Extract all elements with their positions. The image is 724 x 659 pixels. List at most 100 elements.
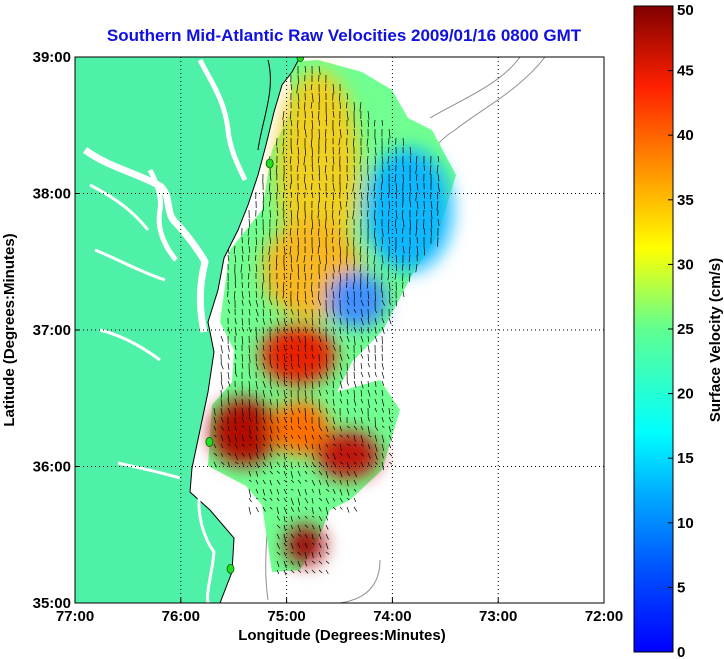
velocity-arrow — [360, 335, 364, 343]
velocity-arrow — [311, 542, 315, 545]
velocity-arrow — [227, 380, 231, 387]
velocity-arrow — [423, 164, 425, 171]
velocity-arrow — [311, 497, 314, 504]
velocity-arrow — [388, 254, 390, 262]
velocity-arrow — [318, 407, 322, 414]
velocity-arrow — [311, 452, 315, 461]
velocity-arrow — [394, 218, 397, 228]
velocity-arrow — [325, 245, 328, 255]
velocity-arrow — [234, 254, 237, 263]
velocity-arrow — [248, 263, 251, 272]
velocity-arrow — [395, 209, 398, 219]
velocity-arrow — [353, 281, 355, 290]
velocity-arrow — [318, 524, 322, 532]
velocity-arrow — [318, 119, 320, 126]
velocity-arrow — [268, 245, 271, 255]
velocity-arrow — [304, 317, 308, 324]
velocity-arrow — [283, 488, 287, 495]
velocity-arrow — [213, 461, 217, 468]
velocity-arrow — [332, 182, 335, 192]
velocity-arrow — [290, 353, 293, 362]
velocity-arrow — [423, 191, 425, 199]
velocity-arrow — [269, 380, 272, 390]
velocity-arrow — [304, 470, 308, 475]
velocity-arrow — [276, 425, 280, 433]
velocity-arrow — [381, 380, 385, 386]
velocity-arrow — [283, 335, 286, 341]
velocity-arrow — [402, 281, 404, 289]
velocity-arrow — [353, 101, 356, 111]
velocity-arrow — [346, 308, 350, 315]
velocity-arrow — [255, 236, 258, 245]
velocity-arrow — [339, 506, 343, 510]
velocity-arrow — [227, 434, 231, 443]
velocity-arrow — [283, 542, 287, 546]
velocity-arrow — [297, 524, 301, 532]
velocity-arrow — [367, 110, 370, 120]
velocity-arrow — [227, 443, 231, 446]
velocity-arrow — [311, 506, 314, 514]
velocity-arrow — [269, 416, 273, 424]
velocity-arrow — [381, 353, 383, 361]
velocity-arrow — [325, 308, 329, 318]
velocity-arrow — [234, 371, 238, 377]
velocity-arrow — [241, 407, 244, 417]
velocity-arrow — [381, 317, 385, 324]
velocity-arrow — [304, 335, 307, 346]
velocity-arrow — [311, 569, 316, 574]
velocity-arrow — [311, 335, 314, 342]
velocity-arrow — [381, 407, 384, 413]
velocity-arrow — [409, 272, 411, 282]
velocity-arrow — [346, 506, 350, 513]
velocity-arrow — [255, 299, 259, 307]
velocity-arrow — [388, 407, 390, 415]
velocity-arrow — [402, 272, 404, 282]
velocity-arrow — [269, 434, 273, 442]
velocity-arrow — [247, 227, 250, 236]
velocity-arrow — [290, 488, 294, 491]
velocity-arrow — [360, 191, 363, 200]
velocity-arrow — [262, 470, 266, 475]
velocity-arrow — [304, 443, 309, 450]
velocity-arrow — [318, 425, 323, 432]
velocity-arrow — [283, 353, 286, 363]
velocity-arrow — [297, 398, 300, 405]
velocity-arrow — [388, 209, 390, 217]
velocity-arrow — [255, 335, 258, 343]
velocity-arrow — [283, 506, 287, 514]
velocity-arrow — [381, 398, 385, 407]
velocity-arrow — [374, 146, 377, 156]
velocity-arrow — [297, 326, 300, 334]
velocity-arrow — [381, 389, 384, 396]
velocity-arrow — [360, 380, 364, 389]
y-axis-label: Latitude (Degrees:Minutes) — [1, 233, 18, 426]
velocity-arrow — [374, 200, 376, 208]
velocity-arrow — [373, 227, 376, 238]
velocity-arrow — [248, 407, 250, 418]
velocity-arrow — [275, 254, 278, 265]
velocity-arrow — [255, 281, 258, 289]
colorbar-tick-label: 40 — [677, 127, 694, 144]
velocity-arrow — [381, 200, 384, 208]
velocity-arrow — [338, 263, 341, 273]
velocity-arrow — [304, 308, 307, 314]
velocity-arrow — [297, 119, 299, 129]
velocity-arrow — [248, 452, 252, 460]
velocity-arrow — [402, 164, 405, 172]
velocity-arrow — [346, 380, 349, 386]
velocity-arrow — [374, 119, 376, 127]
velocity-arrow — [220, 335, 224, 342]
velocity-arrow — [304, 326, 307, 333]
velocity-arrow — [276, 317, 280, 326]
velocity-arrow — [332, 416, 335, 425]
velocity-arrow — [290, 497, 294, 505]
velocity-arrow — [332, 371, 335, 380]
velocity-arrow — [381, 443, 384, 451]
velocity-arrow — [297, 317, 300, 324]
velocity-arrow — [332, 326, 335, 335]
velocity-arrow — [255, 506, 259, 513]
velocity-arrow — [269, 506, 273, 510]
velocity-arrow — [325, 551, 330, 555]
velocity-arrow — [289, 245, 292, 255]
velocity-arrow — [360, 326, 363, 334]
